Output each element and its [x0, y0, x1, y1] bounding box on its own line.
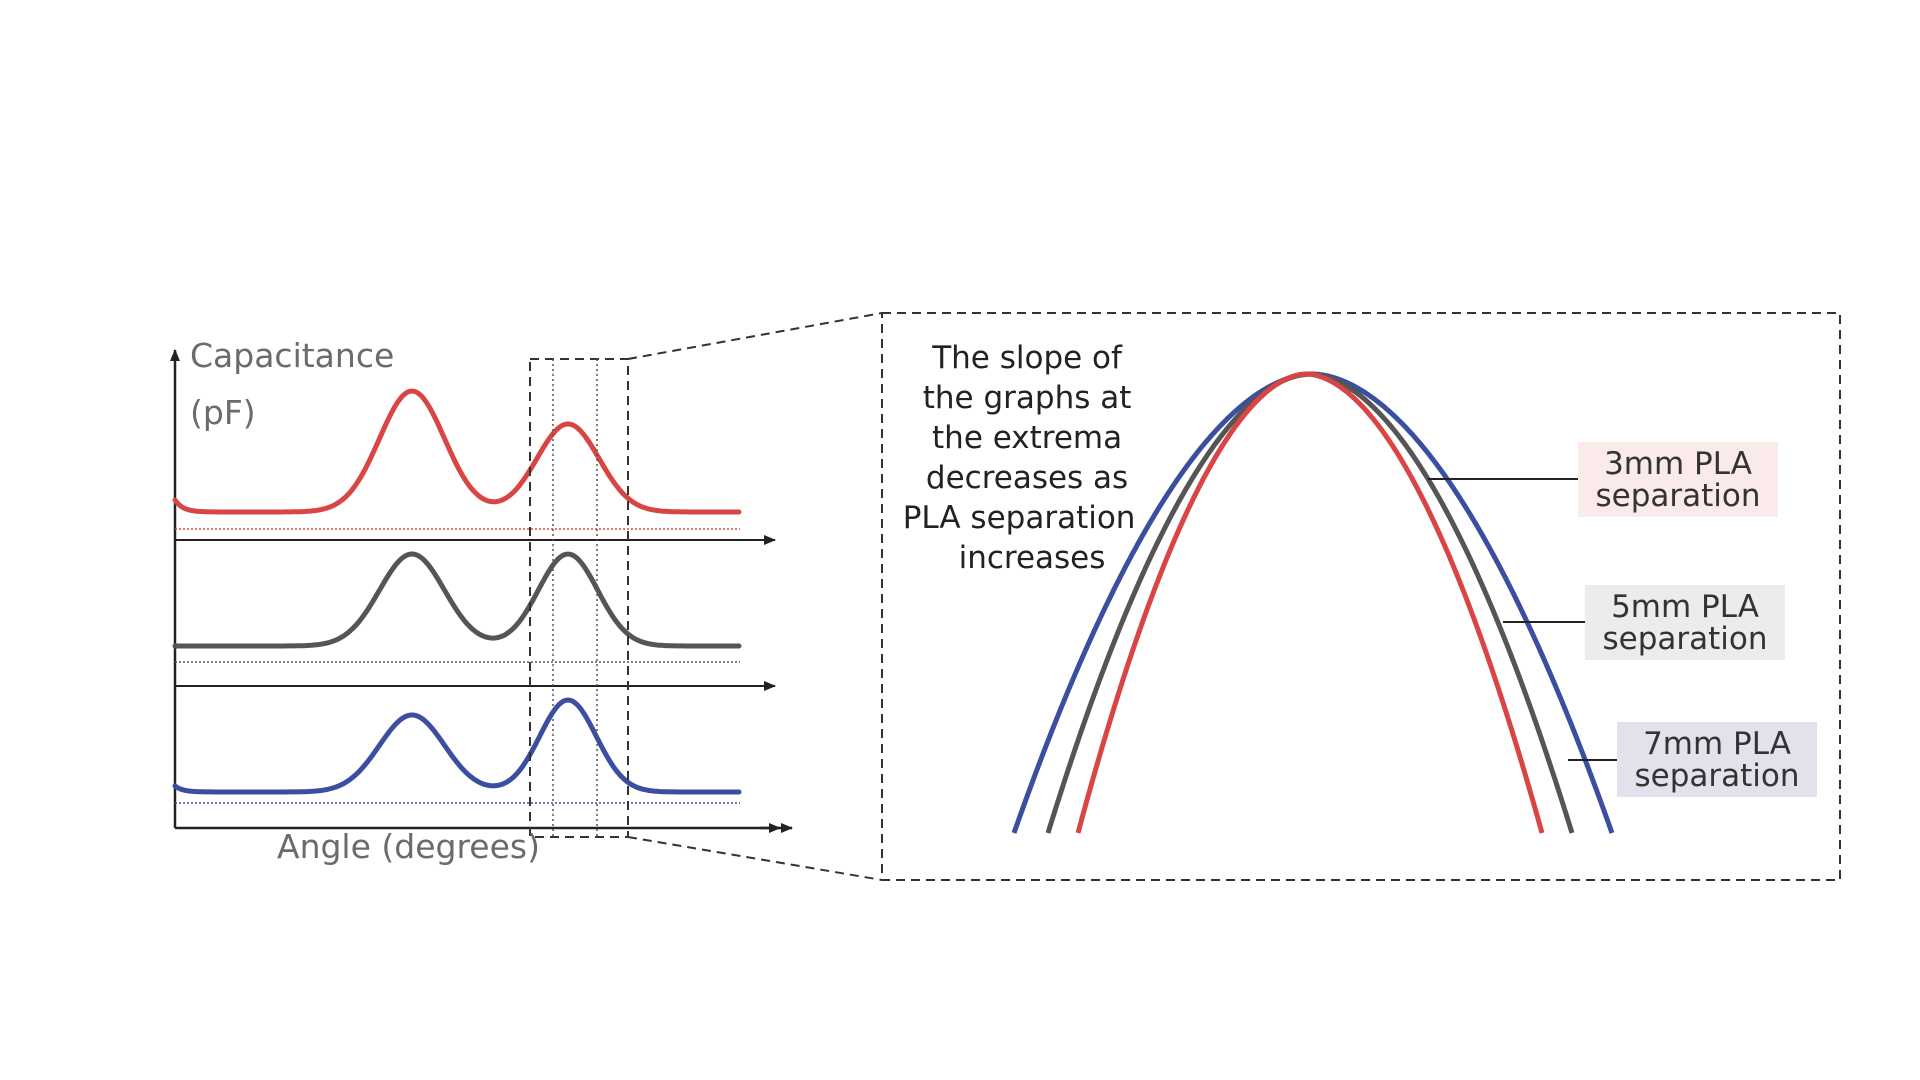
legend-label-5mm-line1: 5mm PLA: [1611, 589, 1759, 625]
annotation-line-1: The slope of: [931, 340, 1123, 376]
zoom-selection-box: [529, 358, 629, 838]
annotation-line-6: increases: [959, 540, 1106, 576]
legend-label-5mm-line2: separation: [1602, 621, 1767, 657]
legend-box-7mm: [1617, 722, 1817, 797]
legend-box-5mm: [1585, 585, 1785, 660]
y-axis-label-line1: Capacitance: [190, 336, 394, 375]
zoom-panel: The slope of the graphs at the extrema d…: [881, 312, 1841, 881]
curve-7mm-full: [172, 697, 742, 795]
curve-5mm-full: [172, 551, 742, 649]
annotation-line-4: decreases as: [926, 460, 1128, 496]
annotation-line-5: PLA separation: [903, 500, 1136, 536]
legend-label-3mm-line1: 3mm PLA: [1604, 446, 1752, 482]
zoom-panel-frame: [881, 312, 1841, 881]
curve-3mm-full: [172, 388, 742, 515]
legend-label-7mm-line1: 7mm PLA: [1643, 726, 1791, 762]
annotation-line-2: the graphs at: [923, 380, 1132, 416]
left-plot: Capacitance (pF) Angle (degrees): [170, 336, 793, 866]
legend-label-7mm-line2: separation: [1634, 758, 1799, 794]
zoom-curve-3mm: [1075, 371, 1545, 834]
legend-label-3mm-line2: separation: [1595, 478, 1760, 514]
legend-item-7mm: 7mm PLA separation: [1617, 722, 1817, 797]
annotation-text: The slope of the graphs at the extrema d…: [903, 340, 1146, 576]
y-axis-label-line2: (pF): [190, 393, 256, 432]
legend-box-3mm: [1578, 442, 1778, 517]
legend-item-3mm: 3mm PLA separation: [1578, 442, 1778, 517]
zoom-connector-top: [627, 312, 883, 360]
legend-item-5mm: 5mm PLA separation: [1585, 585, 1785, 660]
zoom-connector-bottom: [627, 836, 883, 881]
x-axis-label: Angle (degrees): [277, 827, 540, 866]
annotation-line-3: the extrema: [932, 420, 1122, 456]
